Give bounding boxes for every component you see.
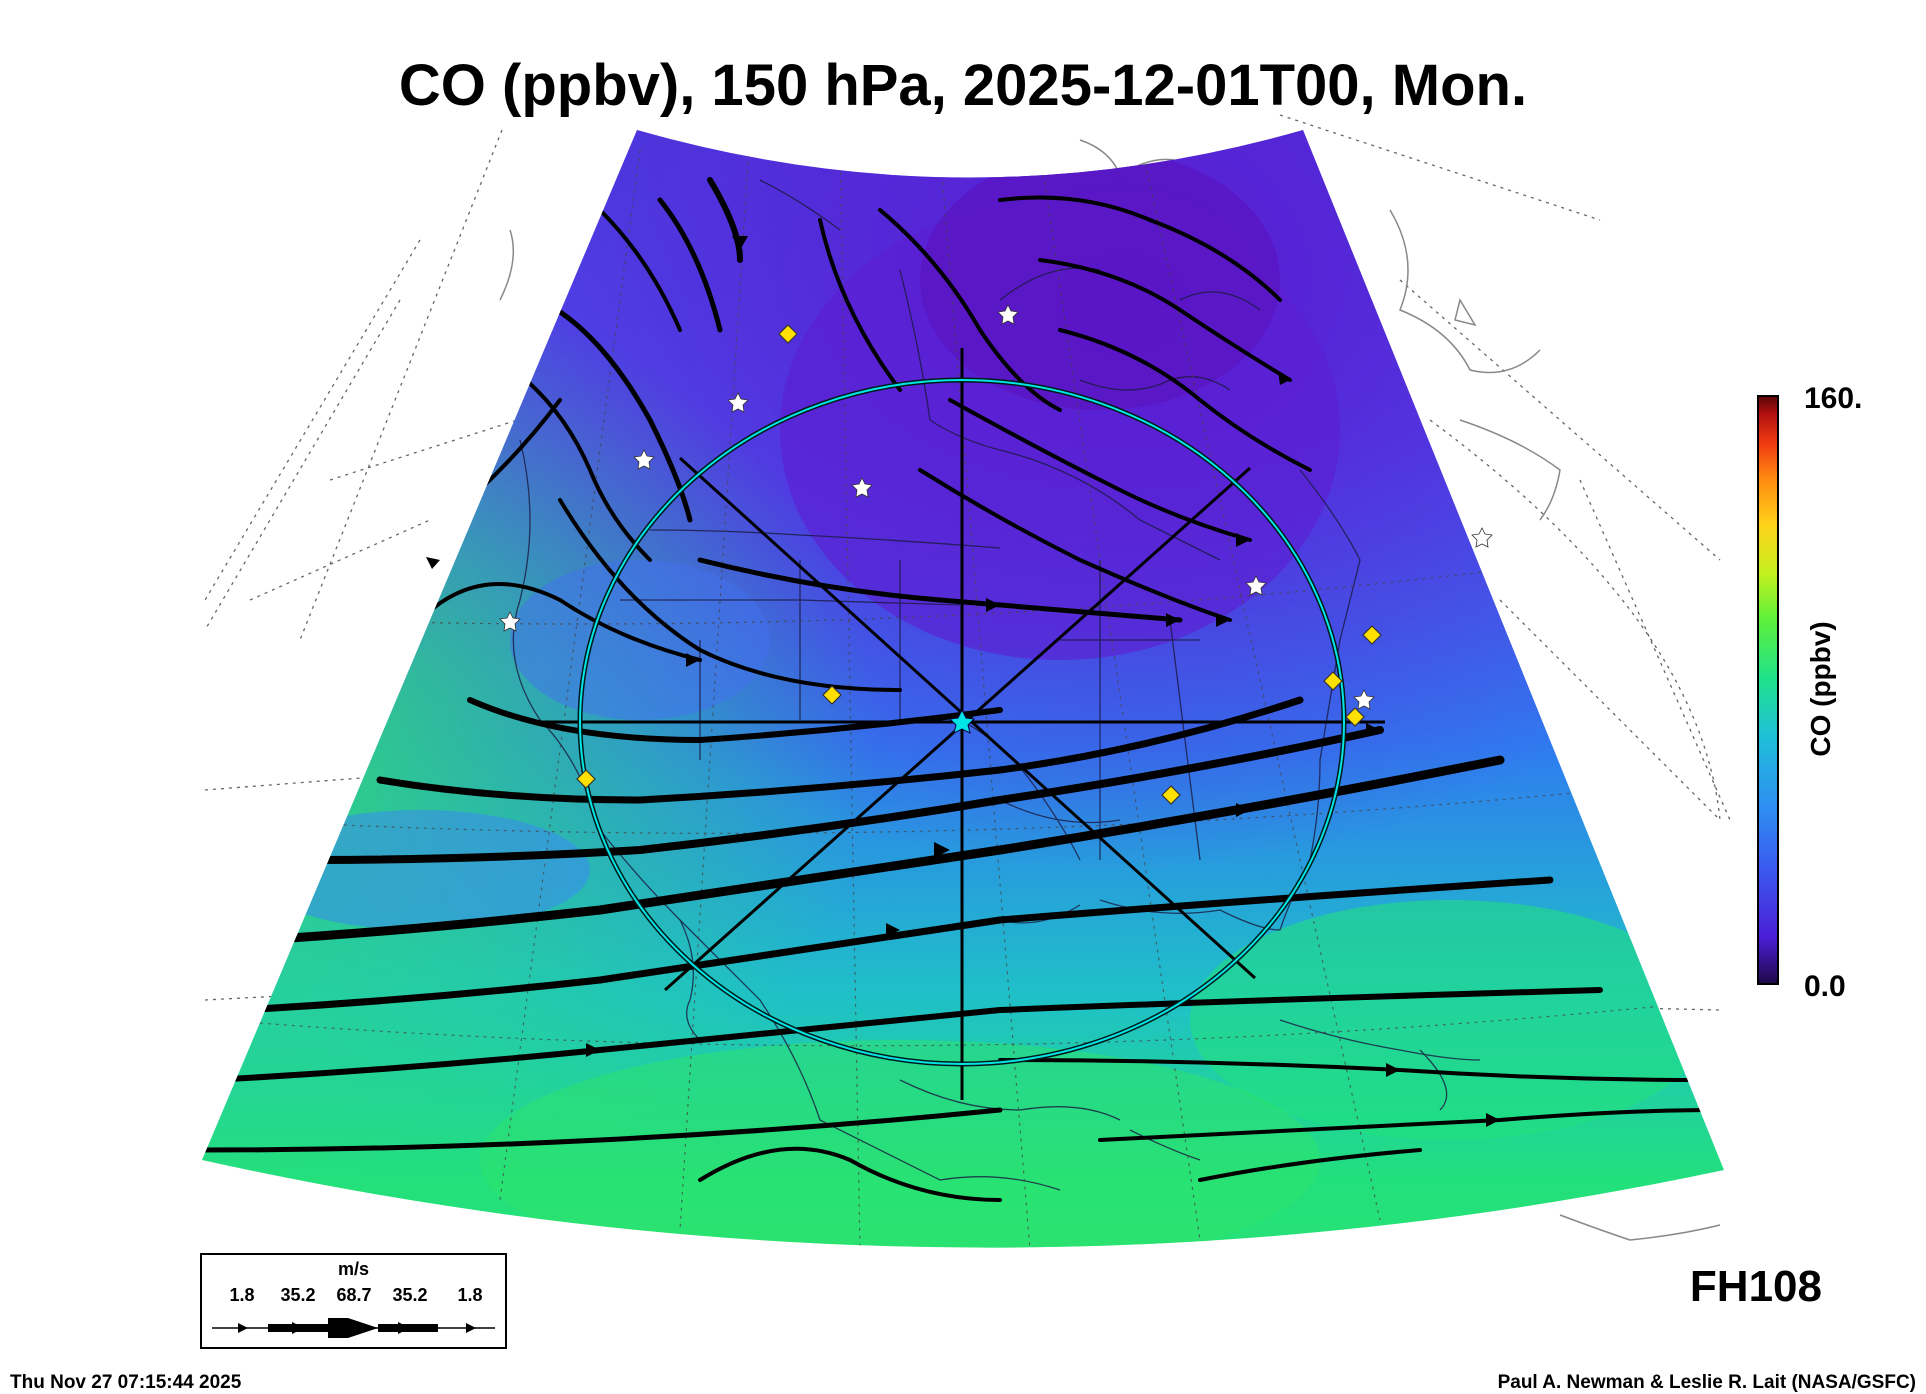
star-icon [499,611,521,632]
star-icon [727,392,749,413]
graticule [204,114,1731,1011]
star-icon [997,304,1019,325]
streamline-arrows [426,236,1500,1127]
site-stars [499,304,1493,710]
diamond-icon [1161,785,1181,805]
diamond-icon [1362,625,1382,645]
wind-legend-arrows [212,1318,495,1338]
wind-speed-legend: m/s 1.8 35.2 68.7 35.2 1.8 [200,1253,507,1349]
star-icon [1245,575,1267,596]
site-diamonds [576,324,1382,805]
outer-coastlines [499,139,1721,1241]
colorbar-title: CO (ppbv) [1805,621,1836,757]
diamond-icon [1323,671,1343,691]
footer-timestamp: Thu Nov 27 07:15:44 2025 [10,1372,242,1393]
wind-legend-value: 1.8 [229,1285,255,1305]
center-star-icon [948,708,976,734]
footer-credit: Paul A. Newman & Leslie R. Lait (NASA/GS… [1497,1372,1916,1393]
wind-legend-unit: m/s [337,1259,370,1279]
colorbar-min-label: 0.0 [1804,970,1846,1003]
wind-legend-value: 68.7 [336,1285,372,1305]
wind-legend-value: 35.2 [392,1285,428,1305]
wind-legend-value: 35.2 [280,1285,316,1305]
star-icon [1471,527,1493,548]
target-overlay [540,348,1385,1100]
star-icon [1353,689,1375,710]
star-icon [633,449,655,470]
co-field [202,130,1724,1248]
map-title: CO (ppbv), 150 hPa, 2025-12-01T00, Mon. [398,53,1528,118]
diamond-icon [576,769,596,789]
diamond-icon [1345,707,1365,727]
colorbar [1757,395,1779,985]
diamond-icon [778,324,798,344]
colorbar-max-label: 160. [1804,382,1863,415]
diamond-icon [822,685,842,705]
wind-legend-value: 1.8 [457,1285,483,1305]
forecast-hour-label: FH108 [1689,1262,1822,1311]
star-icon [851,477,873,498]
